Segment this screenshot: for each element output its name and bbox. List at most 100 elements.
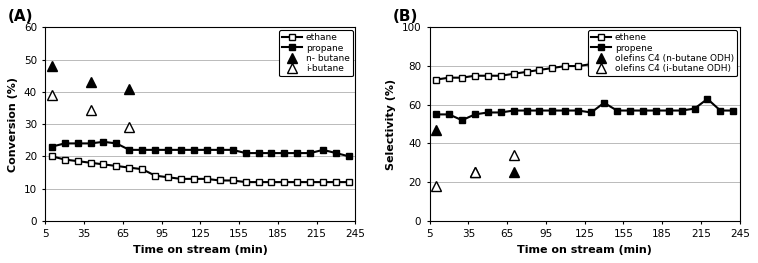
Line: propene: propene bbox=[434, 96, 736, 123]
ethane bbox=[318, 180, 327, 184]
ethene bbox=[471, 74, 480, 77]
propene bbox=[587, 111, 596, 114]
ethene bbox=[509, 72, 518, 75]
ethene bbox=[690, 60, 699, 64]
ethene bbox=[677, 60, 686, 64]
Line: propane: propane bbox=[49, 139, 352, 159]
propane bbox=[318, 148, 327, 151]
ethane bbox=[202, 177, 211, 180]
ethene bbox=[535, 68, 544, 72]
propane bbox=[177, 148, 186, 151]
propene bbox=[728, 109, 738, 112]
propane bbox=[47, 145, 56, 148]
ethene bbox=[522, 70, 531, 73]
propane bbox=[344, 155, 353, 158]
propene bbox=[484, 111, 493, 114]
X-axis label: Time on stream (min): Time on stream (min) bbox=[133, 245, 268, 255]
propene bbox=[522, 109, 531, 112]
propene bbox=[471, 113, 480, 116]
i-butane bbox=[86, 108, 95, 111]
ethane bbox=[305, 180, 315, 184]
propene bbox=[625, 109, 634, 112]
Line: ethane: ethane bbox=[49, 154, 352, 185]
propene bbox=[509, 109, 518, 112]
n- butane bbox=[86, 80, 95, 84]
propene bbox=[444, 113, 453, 116]
propene bbox=[677, 109, 686, 112]
olefins C4 (n-butane ODH) bbox=[509, 171, 518, 174]
propane bbox=[267, 151, 276, 155]
olefins C4 (i-butane ODH) bbox=[471, 171, 480, 174]
propene bbox=[651, 109, 660, 112]
propane bbox=[190, 148, 199, 151]
ethane bbox=[331, 180, 340, 184]
propane bbox=[112, 142, 121, 145]
ethene bbox=[444, 76, 453, 79]
propene bbox=[561, 109, 570, 112]
propene bbox=[496, 111, 506, 114]
ethene bbox=[612, 60, 622, 64]
ethane bbox=[164, 176, 173, 179]
Line: i-butane: i-butane bbox=[47, 90, 134, 132]
ethene bbox=[574, 64, 583, 68]
propene bbox=[600, 101, 609, 104]
ethane bbox=[86, 161, 95, 164]
propane bbox=[99, 140, 108, 143]
ethene bbox=[664, 60, 673, 64]
ethene bbox=[638, 60, 647, 64]
ethane bbox=[280, 180, 289, 184]
ethene bbox=[496, 74, 506, 77]
propane bbox=[125, 148, 134, 151]
i-butane bbox=[125, 126, 134, 129]
propane bbox=[215, 148, 224, 151]
propane bbox=[228, 148, 237, 151]
propane bbox=[305, 151, 315, 155]
ethane bbox=[228, 179, 237, 182]
Legend: ethane, propane, n- butane, i-butane: ethane, propane, n- butane, i-butane bbox=[279, 30, 352, 77]
ethene bbox=[716, 60, 725, 64]
ethene bbox=[703, 60, 712, 64]
ethane bbox=[151, 174, 160, 177]
ethane bbox=[73, 160, 82, 163]
ethene bbox=[728, 59, 738, 62]
n- butane bbox=[47, 64, 56, 68]
n- butane bbox=[125, 87, 134, 90]
ethene bbox=[600, 60, 609, 64]
ethane bbox=[254, 180, 263, 184]
olefins C4 (n-butane ODH) bbox=[471, 171, 480, 174]
X-axis label: Time on stream (min): Time on stream (min) bbox=[517, 245, 652, 255]
propane bbox=[293, 151, 302, 155]
propane bbox=[254, 151, 263, 155]
ethane bbox=[60, 158, 69, 161]
Line: olefins C4 (i-butane ODH): olefins C4 (i-butane ODH) bbox=[431, 150, 518, 191]
propene bbox=[690, 107, 699, 110]
propene bbox=[716, 109, 725, 112]
olefins C4 (i-butane ODH) bbox=[431, 184, 440, 188]
ethene bbox=[561, 64, 570, 68]
ethene bbox=[625, 60, 634, 64]
Text: (A): (A) bbox=[8, 8, 33, 23]
ethane bbox=[47, 155, 56, 158]
Y-axis label: Conversion (%): Conversion (%) bbox=[8, 77, 18, 171]
Line: n- butane: n- butane bbox=[47, 61, 134, 93]
ethene bbox=[587, 63, 596, 66]
propane bbox=[202, 148, 211, 151]
ethene bbox=[457, 76, 466, 79]
propane bbox=[280, 151, 289, 155]
propane bbox=[138, 148, 147, 151]
propene bbox=[431, 113, 440, 116]
propane bbox=[164, 148, 173, 151]
propene bbox=[638, 109, 647, 112]
propene bbox=[664, 109, 673, 112]
olefins C4 (n-butane ODH) bbox=[431, 128, 440, 132]
ethane bbox=[344, 180, 353, 184]
propane bbox=[331, 151, 340, 155]
ethene bbox=[431, 78, 440, 81]
Line: ethene: ethene bbox=[434, 58, 736, 82]
propane bbox=[73, 142, 82, 145]
propane bbox=[241, 151, 250, 155]
propane bbox=[151, 148, 160, 151]
ethane bbox=[241, 180, 250, 184]
Text: (B): (B) bbox=[393, 8, 418, 23]
ethane bbox=[215, 179, 224, 182]
